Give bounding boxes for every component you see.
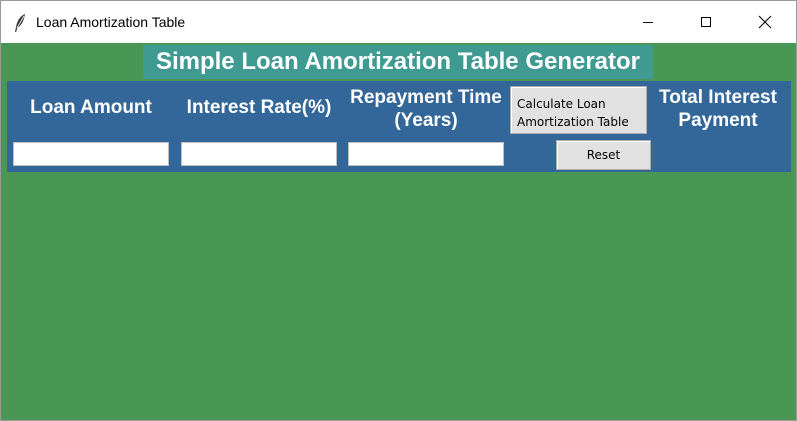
page-title: Simple Loan Amortization Table Generator [143, 45, 653, 79]
loan-amount-label: Loan Amount [30, 97, 152, 118]
loan-form-panel: Loan Amount Interest Rate(%) Repayment T… [7, 81, 791, 172]
maximize-icon [701, 17, 711, 27]
minimize-button[interactable] [625, 1, 671, 43]
interest-rate-label: Interest Rate(%) [186, 97, 332, 118]
repayment-time-input[interactable] [348, 142, 504, 166]
close-icon [758, 15, 772, 29]
maximize-button[interactable] [683, 1, 729, 43]
calculate-button[interactable]: Calculate Loan Amortization Table [510, 86, 647, 134]
window-title: Loan Amortization Table [36, 14, 186, 30]
total-interest-label: Total Interest Payment [659, 87, 777, 131]
close-button[interactable] [742, 1, 788, 43]
title-bar: Loan Amortization Table [1, 1, 796, 43]
repayment-time-label: Repayment Time (Years) [350, 87, 502, 131]
reset-button[interactable]: Reset [556, 140, 651, 170]
main-area: Simple Loan Amortization Table Generator… [1, 43, 796, 420]
loan-amount-input[interactable] [13, 142, 169, 166]
interest-rate-input[interactable] [181, 142, 337, 166]
feather-icon [15, 14, 25, 32]
minimize-icon [643, 22, 653, 23]
